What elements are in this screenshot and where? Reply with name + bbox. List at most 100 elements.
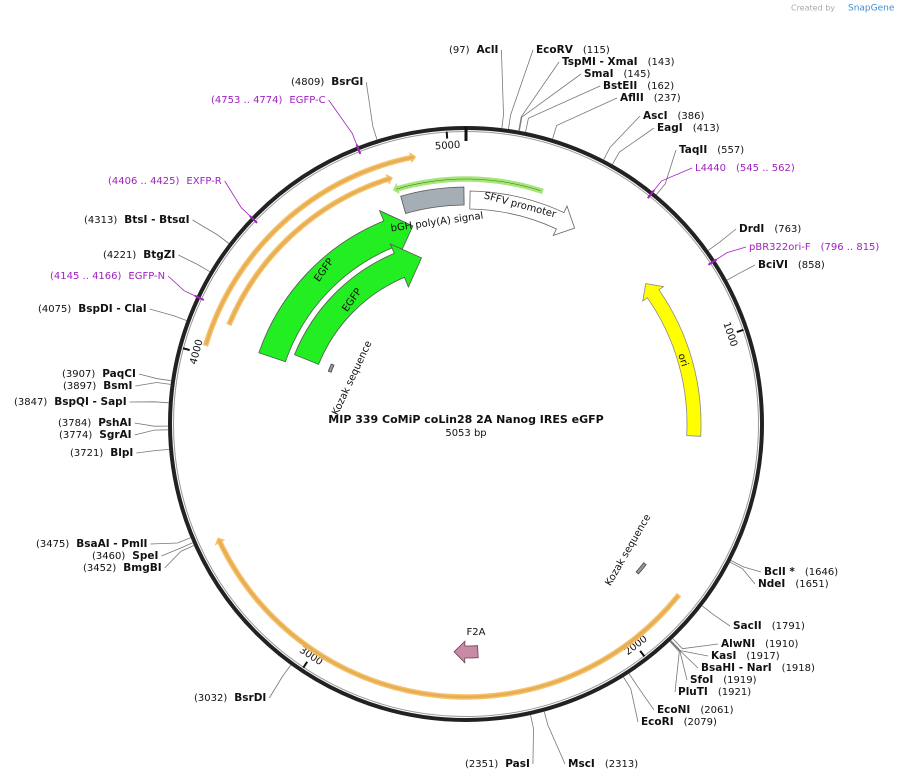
label-position: (3721) <box>70 448 103 459</box>
label-position: (3032) <box>194 693 227 704</box>
leader-line <box>268 664 292 699</box>
leader-line <box>652 167 693 193</box>
label-name: EcoRV <box>536 44 574 56</box>
leader-line <box>552 97 618 139</box>
feature-label: Kozak sequence <box>330 339 374 417</box>
leader-line <box>508 49 534 130</box>
feature-label: ori <box>675 352 689 368</box>
created-by: Created by <box>791 4 835 13</box>
label-name: BsaAI - PmlI <box>76 538 147 550</box>
label-name: MscI <box>568 758 595 770</box>
leader-line <box>670 640 699 669</box>
leader-line <box>134 422 169 427</box>
scale-tick <box>736 328 744 333</box>
label-name: BmgBI <box>123 562 161 574</box>
label-position: (858) <box>798 260 825 271</box>
label-name: SgrAI <box>99 429 131 441</box>
leader-line <box>603 115 641 160</box>
label-name: BtsI - BtsαI <box>124 214 189 226</box>
feature-label: Kozak sequence <box>603 513 653 588</box>
label-name: BciVI <box>758 259 788 271</box>
leader-line <box>519 73 582 131</box>
label-name: AlwNI <box>721 638 755 650</box>
label-name: NdeI <box>758 578 785 590</box>
leader-line <box>161 542 193 557</box>
label-name: BsrGI <box>331 76 363 88</box>
label-name: BspDI - ClaI <box>78 303 146 315</box>
scale-label: 1000 <box>720 321 739 349</box>
label-name: BsrDI <box>234 692 266 704</box>
label-position: (3475) <box>36 539 69 550</box>
label-position: (1651) <box>795 579 828 590</box>
label-position: (4753 .. 4774) <box>211 95 283 106</box>
leader-line <box>518 61 560 131</box>
label-name: KasI <box>711 650 736 662</box>
leader-line <box>167 275 197 297</box>
leader-line <box>628 673 655 711</box>
feature-arc <box>202 151 417 347</box>
leader-line <box>178 254 211 273</box>
leader-line <box>525 85 601 133</box>
label-position: (763) <box>774 224 801 235</box>
label-name: SpeI <box>132 550 158 562</box>
f2a-arrow <box>453 640 479 664</box>
label-position: (1917) <box>746 651 779 662</box>
label-position: (3774) <box>59 430 92 441</box>
egfp-arrow <box>293 243 423 365</box>
label-position: (162) <box>647 81 674 92</box>
leader-line <box>136 449 170 454</box>
leader-line <box>500 49 504 129</box>
label-position: (1921) <box>718 687 751 698</box>
label-position: (3784) <box>58 418 91 429</box>
label-position: (3452) <box>83 563 116 574</box>
label-position: (796 .. 815) <box>821 242 880 253</box>
label-name: EagI <box>657 122 683 134</box>
leader-line <box>669 641 680 693</box>
label-name: L4440 <box>695 163 726 174</box>
label-position: (413) <box>693 123 720 134</box>
label-name: TspMI - XmaI <box>562 56 638 68</box>
label-position: (4075) <box>38 304 71 315</box>
label-name: EGFP-N <box>128 271 165 282</box>
leader-line <box>150 537 191 545</box>
label-position: (4221) <box>103 250 136 261</box>
label-name: AclI <box>477 44 499 56</box>
leader-line <box>623 676 639 723</box>
label-name: BclI * <box>764 566 795 578</box>
leader-line <box>701 605 731 627</box>
leader-line <box>543 711 566 765</box>
feature-label: F2A <box>467 627 486 638</box>
label-name: BlpI <box>110 447 133 459</box>
label-name: PluTI <box>678 686 708 698</box>
ori-arrow <box>642 283 702 437</box>
label-name: SmaI <box>584 68 614 80</box>
label-name: pBR322ori-F <box>749 242 811 253</box>
label-position: (1910) <box>765 639 798 650</box>
label-name: EcoRI <box>641 716 674 728</box>
label-position: (3897) <box>63 381 96 392</box>
leader-line <box>726 264 756 281</box>
label-name: PshAI <box>98 417 131 429</box>
label-name: AscI <box>643 110 668 122</box>
label-name: BtgZI <box>143 249 175 261</box>
leader-line <box>530 714 534 765</box>
kozak-mark <box>327 363 335 373</box>
feature-arc <box>214 537 682 700</box>
label-name: BsmI <box>103 380 132 392</box>
scale-label: 5000 <box>435 140 461 153</box>
egfp-arrow <box>258 209 414 363</box>
label-name: EXFP-R <box>186 176 221 187</box>
label-name: AflII <box>620 92 644 104</box>
leader-line <box>670 640 688 681</box>
label-position: (2313) <box>605 759 638 770</box>
polya-box <box>400 186 465 214</box>
label-position: (2351) <box>465 759 498 770</box>
scale-tick <box>182 347 190 352</box>
label-position: (115) <box>583 45 610 56</box>
label-position: (145) <box>624 69 651 80</box>
leader-line <box>164 545 195 569</box>
feature-label: bGH poly(A) signal <box>390 211 484 235</box>
label-name: PasI <box>505 758 530 770</box>
label-name: SacII <box>733 620 762 632</box>
label-position: (1918) <box>782 663 815 674</box>
